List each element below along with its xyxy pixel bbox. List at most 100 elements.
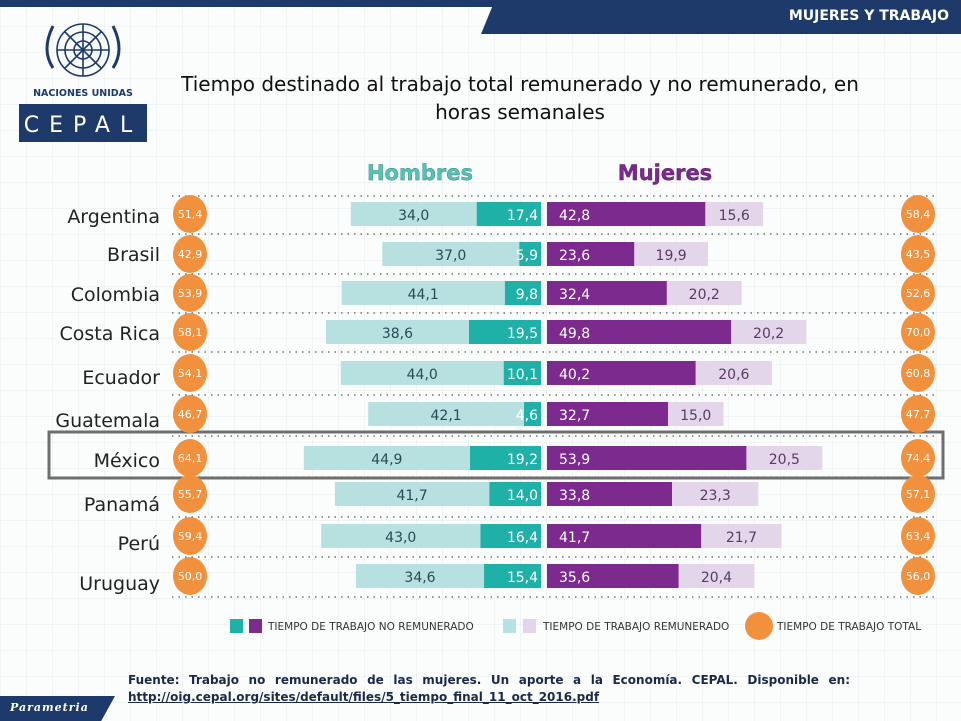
- bar-mujeres-no-remunerado: [547, 361, 696, 385]
- bar-mujeres-remunerado: [746, 446, 823, 470]
- logo-org-text: NACIONES UNIDAS: [33, 88, 133, 99]
- bar-hombres-no-remunerado: [469, 446, 541, 470]
- label-hombres-no-remunerado: 17,4: [507, 208, 538, 224]
- bar-hombres-no-remunerado: [476, 202, 541, 226]
- bar-hombres-remunerado: [382, 242, 520, 266]
- total-hombres-circle: [173, 274, 207, 312]
- bar-hombres-remunerado: [321, 524, 481, 548]
- label-hombres-remunerado: 44,0: [407, 367, 438, 383]
- label-mujeres-no-remunerado: 49,8: [559, 326, 590, 342]
- bar-mujeres-no-remunerado: [547, 524, 702, 548]
- bar-hombres-no-remunerado: [480, 524, 541, 548]
- total-mujeres-circle: [901, 475, 935, 513]
- category-label: Ecuador: [82, 367, 160, 389]
- category-label: Brasil: [107, 244, 160, 266]
- total-hombres-circle: [173, 354, 207, 392]
- bar-hombres-remunerado: [334, 482, 490, 506]
- legend-swatch-hombres-remunerado: [503, 619, 516, 633]
- label-mujeres-no-remunerado: 32,4: [559, 287, 590, 303]
- label-mujeres-no-remunerado: 33,8: [559, 488, 590, 504]
- source-note: Fuente: Trabajo no remunerado de las muj…: [128, 672, 850, 706]
- category-label: Guatemala: [55, 410, 160, 432]
- total-mujeres-value: 56,0: [906, 570, 931, 583]
- label-hombres-remunerado: 34,0: [398, 208, 429, 224]
- top-strip: [0, 0, 961, 7]
- total-hombres-value: 53,9: [178, 287, 203, 300]
- category-label: Perú: [118, 533, 160, 555]
- label-mujeres-no-remunerado: 53,9: [559, 452, 590, 468]
- label-hombres-remunerado: 37,0: [435, 248, 466, 264]
- category-label: Uruguay: [79, 573, 160, 595]
- total-hombres-value: 58,1: [178, 326, 203, 339]
- logo-name-text: CEPAL: [24, 113, 142, 138]
- bar-mujeres-remunerado: [634, 242, 708, 266]
- bar-mujeres-no-remunerado: [547, 242, 635, 266]
- total-hombres-value: 42,9: [178, 248, 203, 261]
- bar-hombres-no-remunerado: [484, 564, 541, 588]
- footer-brand: Parametria: [10, 701, 89, 714]
- total-mujeres-circle: [901, 313, 935, 351]
- total-mujeres-value: 60,8: [906, 367, 931, 380]
- bar-mujeres-no-remunerado: [547, 482, 673, 506]
- total-mujeres-circle: [901, 439, 935, 477]
- legend-swatch-hombres-no-remunerado: [230, 619, 243, 633]
- total-mujeres-value: 47,7: [906, 408, 931, 421]
- heading-hombres: Hombres: [367, 161, 473, 185]
- total-hombres-value: 54,1: [178, 367, 203, 380]
- total-hombres-value: 46,7: [178, 408, 203, 421]
- category-label: Costa Rica: [60, 323, 161, 345]
- total-hombres-circle: [173, 313, 207, 351]
- source-link[interactable]: http://oig.cepal.org/sites/default/files…: [128, 690, 600, 704]
- section-banner-label: MUJERES Y TRABAJO: [788, 8, 949, 24]
- cepal-logo: NACIONES UNIDAS CEPAL: [19, 23, 147, 142]
- bar-mujeres-no-remunerado: [547, 320, 732, 344]
- section-banner: [481, 0, 961, 34]
- bar-hombres-no-remunerado: [468, 320, 541, 344]
- bar-hombres-no-remunerado: [489, 482, 541, 506]
- label-mujeres-remunerado: 20,5: [769, 452, 800, 468]
- label-hombres-no-remunerado: 9,8: [516, 287, 538, 303]
- bar-mujeres-no-remunerado: [547, 281, 667, 305]
- label-mujeres-no-remunerado: 41,7: [559, 530, 590, 546]
- bar-hombres-no-remunerado: [519, 242, 541, 266]
- bar-mujeres-no-remunerado: [547, 402, 668, 426]
- bar-mujeres-remunerado: [667, 402, 724, 426]
- chart-title: Tiempo destinado al trabajo total remune…: [181, 72, 859, 124]
- label-mujeres-remunerado: 20,4: [701, 570, 732, 586]
- label-hombres-no-remunerado: 4,6: [516, 408, 538, 424]
- total-hombres-circle: [173, 517, 207, 555]
- highlight-box: [47, 430, 945, 480]
- total-hombres-value: 50,0: [178, 570, 203, 583]
- legend-swatch-mujeres-remunerado: [523, 619, 536, 633]
- bar-hombres-remunerado: [326, 320, 469, 344]
- bar-mujeres-no-remunerado: [547, 202, 706, 226]
- total-mujeres-value: 70,0: [906, 326, 931, 339]
- total-mujeres-circle: [901, 354, 935, 392]
- bar-hombres-remunerado: [350, 202, 477, 226]
- total-mujeres-value: 57,1: [906, 488, 931, 501]
- label-hombres-no-remunerado: 15,4: [507, 570, 538, 586]
- total-hombres-value: 59,4: [178, 530, 203, 543]
- total-hombres-circle: [173, 475, 207, 513]
- label-mujeres-remunerado: 21,7: [726, 530, 757, 546]
- bar-mujeres-no-remunerado: [547, 564, 679, 588]
- label-hombres-remunerado: 44,1: [408, 287, 439, 303]
- bar-hombres-remunerado: [303, 446, 470, 470]
- total-mujeres-value: 58,4: [906, 208, 931, 221]
- label-hombres-no-remunerado: 19,2: [507, 452, 538, 468]
- label-mujeres-remunerado: 15,0: [680, 408, 711, 424]
- bar-mujeres-remunerado: [678, 564, 755, 588]
- label-mujeres-remunerado: 20,2: [753, 326, 784, 342]
- heading-mujeres: Mujeres: [618, 161, 712, 185]
- label-hombres-remunerado: 34,6: [404, 570, 435, 586]
- total-hombres-circle: [173, 395, 207, 433]
- total-hombres-value: 55,7: [178, 488, 203, 501]
- label-hombres-remunerado: 43,0: [385, 530, 416, 546]
- category-label: Argentina: [67, 206, 160, 228]
- bar-hombres-remunerado: [341, 281, 505, 305]
- bar-hombres-remunerado: [368, 402, 524, 426]
- source-text: Fuente: Trabajo no remunerado de las muj…: [128, 673, 850, 687]
- total-hombres-circle: [173, 235, 207, 273]
